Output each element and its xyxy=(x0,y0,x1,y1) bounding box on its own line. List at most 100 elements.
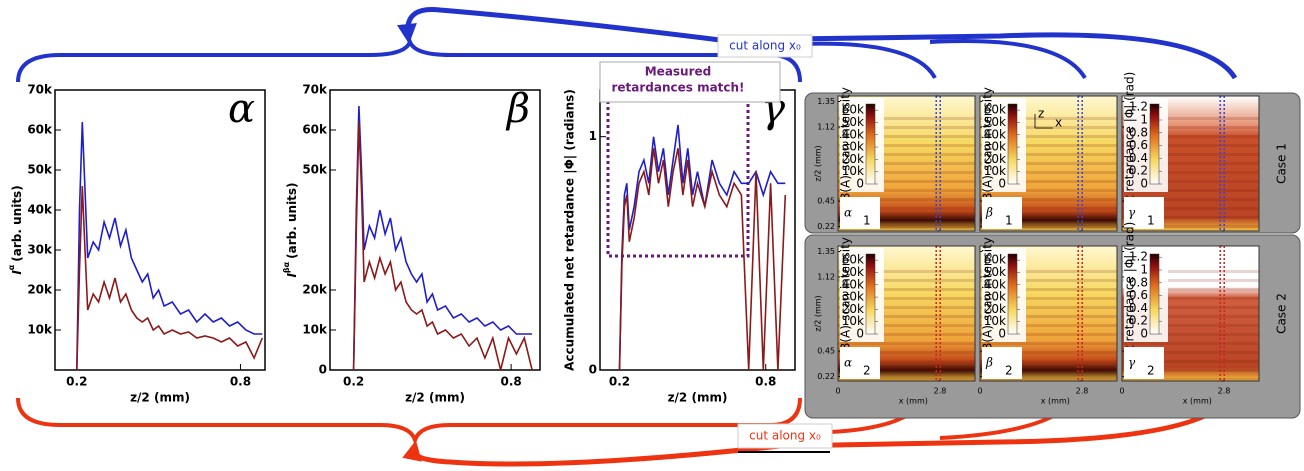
y-axis-label: Iα (arb. units) xyxy=(7,185,24,274)
colorbar-tick-label: 0.2 xyxy=(1129,314,1148,328)
hm-x-tick-label: 0 xyxy=(835,387,840,396)
colorbar-tick-label: 1.2 xyxy=(1129,100,1148,114)
colorbar-tick-label: 50k xyxy=(842,115,864,129)
orientation-arrows xyxy=(1034,114,1053,129)
colorbar-bg xyxy=(840,248,884,342)
panel-label: α xyxy=(228,86,255,132)
y-tick-label: 20k xyxy=(27,283,53,297)
x-axis-label: z/2 (mm) xyxy=(130,391,190,405)
y-tick-label: 20k xyxy=(302,283,328,297)
colorbar-tick-label: 50k xyxy=(984,265,1006,279)
y-label-sup: α xyxy=(7,264,16,270)
hm-x-tick-label: 0 xyxy=(977,387,982,396)
series-line xyxy=(618,148,787,371)
colorbar-label: Net retardance |Φ| (rad) xyxy=(1123,222,1137,367)
colorbar-label: B(A)-scan intensity xyxy=(981,237,995,351)
panel-letter: α xyxy=(844,356,852,370)
y-tick-label: 10k xyxy=(302,323,328,337)
frame xyxy=(979,245,1118,382)
y-label-symbol: I xyxy=(285,273,299,278)
cut-label: cut along x₀ xyxy=(749,429,821,443)
orientation-label: x xyxy=(1055,116,1062,130)
colorbar-tick-label: 60k xyxy=(842,103,864,117)
colorbar-tick-label: 10k xyxy=(984,164,1006,178)
case-label: Case 1 xyxy=(1275,143,1289,184)
colorbar-bg xyxy=(982,98,1026,192)
frame xyxy=(1121,95,1260,232)
y-tick-label: 10k xyxy=(27,323,53,337)
series-line xyxy=(352,105,533,371)
cut-arrow xyxy=(929,39,1087,80)
panel-letter: β xyxy=(985,356,993,370)
colorbar-tick-label: 60k xyxy=(842,253,864,267)
panel-subscript: 1 xyxy=(1147,214,1155,228)
y-label-rest: (arb. units) xyxy=(10,185,24,261)
frame xyxy=(979,95,1118,232)
letter-bg xyxy=(840,347,880,379)
x-tick-label: 0.8 xyxy=(755,375,776,389)
bottom-brace xyxy=(16,397,802,447)
hm-y-label: z/2 (mm) xyxy=(814,145,823,181)
colorbar xyxy=(865,253,876,335)
y-label-sup: βα xyxy=(282,261,291,273)
letter-bg xyxy=(982,197,1022,229)
x-axis-label: z/2 (mm) xyxy=(668,391,728,405)
y-tick-label: 50k xyxy=(27,163,53,177)
colorbar-tick-label: 50k xyxy=(984,115,1006,129)
colorbar-tick-label: 1.2 xyxy=(1129,250,1148,264)
colorbar-tick-label: 60k xyxy=(984,103,1006,117)
colorbar-tick-label: 30k xyxy=(984,140,1006,154)
colorbar-tick-label: 20k xyxy=(842,302,864,316)
colorbar-tick-label: 0 xyxy=(856,327,864,341)
colorbar-tick-label: 10k xyxy=(842,314,864,328)
y-label-symbol: I xyxy=(10,270,24,275)
colorbar-tick-label: 1 xyxy=(1140,113,1148,127)
colorbar xyxy=(1007,253,1018,335)
colorbar xyxy=(1149,103,1160,185)
hm-y-label: z/2 (mm) xyxy=(814,295,823,331)
y-tick-label: 70k xyxy=(27,83,53,97)
colorbar-tick-label: 0.8 xyxy=(1129,275,1148,289)
colorbar-tick-label: 0.6 xyxy=(1129,288,1148,302)
series-line xyxy=(618,124,786,371)
letter-bg xyxy=(982,347,1022,379)
colorbar-tick-label: 30k xyxy=(842,140,864,154)
colorbar-label: B(A)-scan intensity xyxy=(981,87,995,201)
colorbar xyxy=(865,103,876,185)
y-tick-label: 60k xyxy=(302,123,328,137)
x-tick-label: 0.2 xyxy=(343,375,364,389)
colorbar-tick-label: 20k xyxy=(842,152,864,166)
letter-bg xyxy=(1124,197,1164,229)
colorbar-bg xyxy=(982,248,1026,342)
cut-label-box xyxy=(717,34,813,58)
hm-y-tick-label: 1.35 xyxy=(817,97,835,106)
series-line xyxy=(76,185,264,371)
hm-x-tick-label: 2.8 xyxy=(1076,387,1089,396)
orientation-label: z xyxy=(1038,107,1044,121)
annotation-box xyxy=(599,61,781,103)
hm-y-tick-label: 0.45 xyxy=(817,347,835,356)
hm-x-label: x (mm) xyxy=(1183,397,1212,406)
frame xyxy=(1121,245,1260,382)
colorbar-tick-label: 0.2 xyxy=(1129,164,1148,178)
letter-bg xyxy=(1124,347,1164,379)
colorbar-tick-label: 40k xyxy=(984,127,1006,141)
x-tick-label: 0.2 xyxy=(66,375,87,389)
colorbar-tick-label: 10k xyxy=(984,314,1006,328)
panel-letter: β xyxy=(985,206,993,220)
colorbar-tick-label: 0 xyxy=(1140,327,1148,341)
y-tick-label: 30k xyxy=(27,243,53,257)
colorbar-tick-label: 0 xyxy=(1140,177,1148,191)
colorbar-tick-label: 40k xyxy=(842,277,864,291)
hm-x-tick-label: 0 xyxy=(1119,387,1124,396)
panel-letter: α xyxy=(844,206,852,220)
hm-y-tick-label: 0.22 xyxy=(817,222,835,231)
colorbar xyxy=(1007,103,1018,185)
colorbar-tick-label: 20k xyxy=(984,302,1006,316)
colorbar-tick-label: 0.4 xyxy=(1129,301,1148,315)
case-label: Case 2 xyxy=(1275,293,1289,334)
panel-letter: γ xyxy=(1128,206,1136,220)
colorbar-tick-label: 0 xyxy=(856,177,864,191)
colorbar-tick-label: 10k xyxy=(842,164,864,178)
